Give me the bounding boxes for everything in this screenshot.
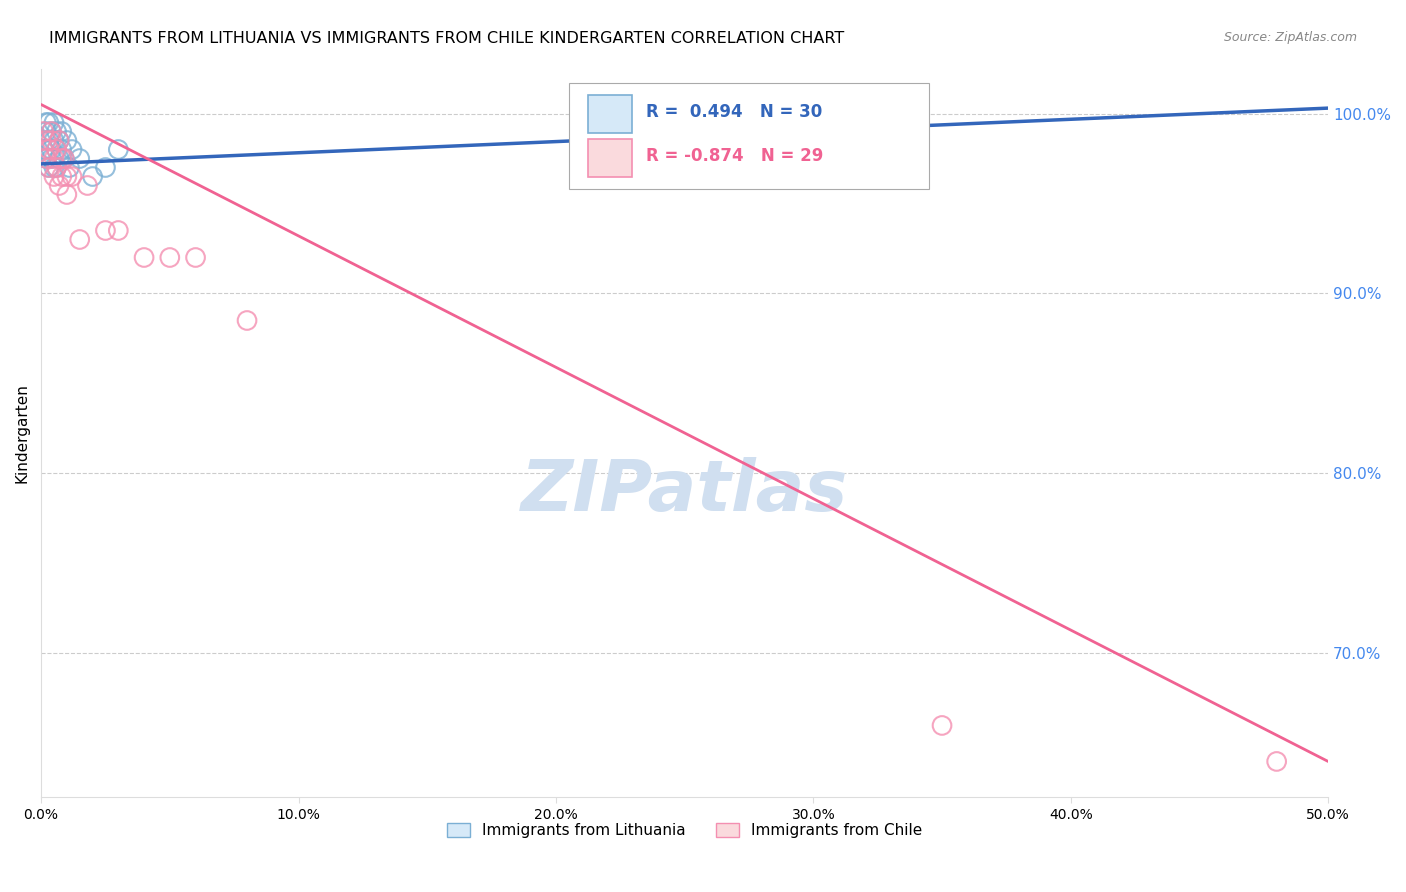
Point	[35, 134, 58, 148]
Point	[41, 143, 63, 157]
Point	[45, 143, 67, 157]
Point	[38, 161, 60, 175]
Point	[53, 152, 76, 166]
Point	[82, 169, 104, 184]
Point	[35, 124, 58, 138]
Point	[42, 169, 65, 184]
Text: R = -0.874   N = 29: R = -0.874 N = 29	[645, 147, 824, 165]
Point	[41, 124, 63, 138]
Point	[58, 161, 80, 175]
FancyBboxPatch shape	[569, 83, 929, 189]
Point	[42, 115, 65, 129]
Point	[48, 134, 70, 148]
Point	[60, 169, 83, 184]
Text: R =  0.494   N = 30: R = 0.494 N = 30	[645, 103, 823, 121]
FancyBboxPatch shape	[588, 139, 631, 178]
Point	[45, 161, 67, 175]
Point	[94, 161, 117, 175]
Point	[45, 161, 67, 175]
Point	[38, 115, 60, 129]
Point	[45, 143, 67, 157]
Point	[132, 251, 155, 265]
Point	[42, 161, 65, 175]
Point	[56, 187, 79, 202]
Point	[35, 152, 58, 166]
Text: Source: ZipAtlas.com: Source: ZipAtlas.com	[1223, 31, 1357, 45]
Point	[69, 233, 91, 247]
Point	[51, 152, 73, 166]
Point	[107, 143, 129, 157]
Point	[48, 152, 70, 166]
Point	[69, 152, 91, 166]
Point	[107, 223, 129, 237]
Point	[1265, 755, 1288, 769]
Point	[236, 313, 259, 327]
Point	[184, 251, 207, 265]
Text: ZIPatlas: ZIPatlas	[522, 457, 848, 525]
Point	[48, 134, 70, 148]
Point	[51, 143, 73, 157]
Point	[94, 223, 117, 237]
Point	[60, 143, 83, 157]
FancyBboxPatch shape	[588, 95, 631, 134]
Point	[51, 169, 73, 184]
Point	[42, 134, 65, 148]
Legend: Immigrants from Lithuania, Immigrants from Chile: Immigrants from Lithuania, Immigrants fr…	[440, 817, 928, 845]
Point	[56, 134, 79, 148]
Point	[32, 124, 55, 138]
Point	[41, 134, 63, 148]
Point	[41, 152, 63, 166]
Point	[931, 718, 953, 732]
Point	[53, 152, 76, 166]
Point	[51, 124, 73, 138]
Y-axis label: Kindergarten: Kindergarten	[15, 383, 30, 483]
Text: IMMIGRANTS FROM LITHUANIA VS IMMIGRANTS FROM CHILE KINDERGARTEN CORRELATION CHAR: IMMIGRANTS FROM LITHUANIA VS IMMIGRANTS …	[49, 31, 845, 46]
Point	[38, 143, 60, 157]
Point	[76, 178, 98, 193]
Point	[789, 115, 811, 129]
Point	[35, 152, 58, 166]
Point	[159, 251, 181, 265]
Point	[42, 152, 65, 166]
Point	[763, 110, 786, 124]
Point	[32, 143, 55, 157]
Point	[38, 161, 60, 175]
Point	[45, 124, 67, 138]
Point	[35, 115, 58, 129]
Point	[38, 134, 60, 148]
Point	[56, 169, 79, 184]
Point	[41, 124, 63, 138]
Point	[48, 178, 70, 193]
